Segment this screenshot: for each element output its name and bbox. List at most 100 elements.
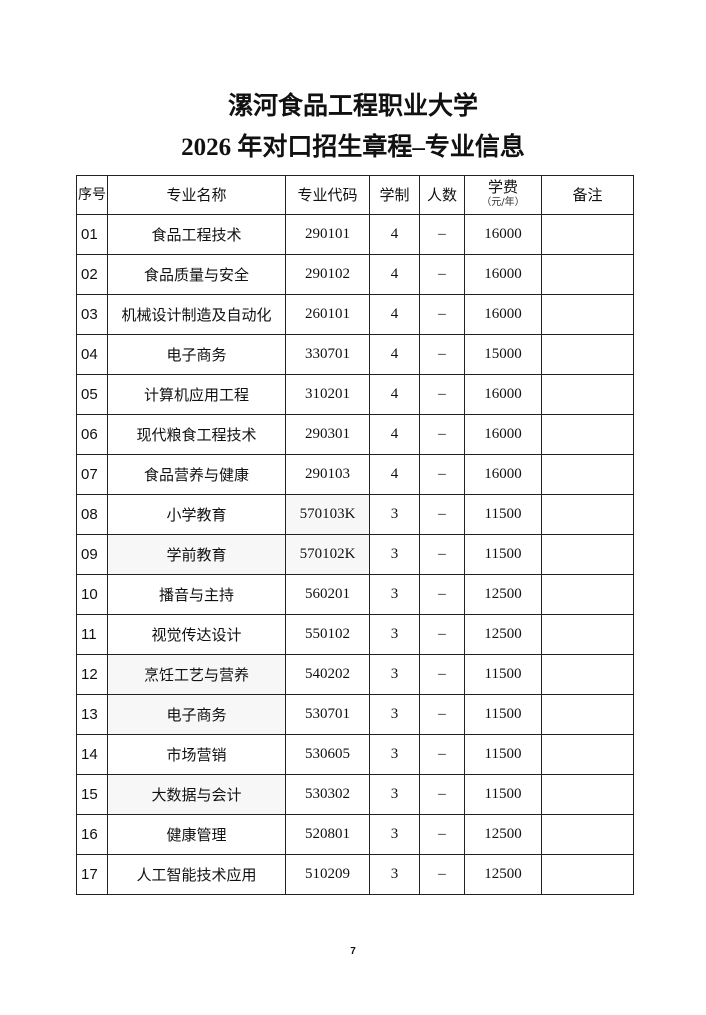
cell-note xyxy=(541,654,634,695)
cell-seq: 11 xyxy=(76,614,108,655)
cell-name: 食品营养与健康 xyxy=(107,454,286,495)
cell-note xyxy=(541,574,634,615)
document-title: 漯河食品工程职业大学 xyxy=(227,93,478,120)
cell-count: – xyxy=(419,494,465,535)
header-seq: 序号 xyxy=(76,175,108,215)
table-row: 03 机械设计制造及自动化 260101 4–16000 xyxy=(76,294,634,335)
cell-note xyxy=(541,734,634,775)
cell-count: – xyxy=(419,254,465,295)
cell-years: 3 xyxy=(369,534,420,575)
cell-seq: 06 xyxy=(76,414,108,455)
cell-years: 3 xyxy=(369,574,420,615)
cell-name: 播音与主持 xyxy=(107,574,286,615)
cell-count: – xyxy=(419,854,465,895)
cell-code: 310201 xyxy=(285,374,370,415)
cell-name: 烹饪工艺与营养 xyxy=(107,654,286,695)
cell-count: – xyxy=(419,574,465,615)
cell-fee: 11500 xyxy=(464,694,542,735)
cell-code: 290101 xyxy=(285,214,370,255)
header-fee-label: 学费 xyxy=(487,178,518,196)
cell-name: 学前教育 xyxy=(107,534,286,575)
cell-count: – xyxy=(419,814,465,855)
table-row: 13 电子商务 530701 3–11500 xyxy=(76,694,634,735)
header-years: 学制 xyxy=(369,175,420,215)
cell-note xyxy=(541,494,634,535)
cell-code: 560201 xyxy=(285,574,370,615)
header-fee-unit: （元/年） xyxy=(481,197,525,208)
cell-code: 330701 xyxy=(285,334,370,375)
cell-code: 550102 xyxy=(285,614,370,655)
cell-note xyxy=(541,814,634,855)
cell-seq: 08 xyxy=(76,494,108,535)
cell-note xyxy=(541,774,634,815)
cell-fee: 12500 xyxy=(464,574,542,615)
cell-note xyxy=(541,374,634,415)
cell-note xyxy=(541,254,634,295)
table-row: 15 大数据与会计 530302 3–11500 xyxy=(76,774,634,815)
cell-fee: 16000 xyxy=(464,414,542,455)
cell-note xyxy=(541,334,634,375)
cell-name: 健康管理 xyxy=(107,814,286,855)
cell-fee: 12500 xyxy=(464,814,542,855)
cell-name: 市场营销 xyxy=(107,734,286,775)
cell-seq: 13 xyxy=(76,694,108,735)
cell-fee: 12500 xyxy=(464,614,542,655)
cell-seq: 15 xyxy=(76,774,108,815)
header-name: 专业名称 xyxy=(107,175,286,215)
table-row: 04 电子商务 330701 4–15000 xyxy=(76,334,634,375)
header-fee: 学费 （元/年） xyxy=(464,175,542,215)
cell-note xyxy=(541,214,634,255)
cell-fee: 11500 xyxy=(464,774,542,815)
cell-code: 570103K xyxy=(285,494,370,535)
cell-years: 3 xyxy=(369,734,420,775)
cell-years: 4 xyxy=(369,214,420,255)
cell-count: – xyxy=(419,734,465,775)
table-row: 10 播音与主持 560201 3–12500 xyxy=(76,574,634,615)
cell-name: 电子商务 xyxy=(107,334,286,375)
cell-fee: 16000 xyxy=(464,214,542,255)
cell-years: 4 xyxy=(369,254,420,295)
cell-seq: 10 xyxy=(76,574,108,615)
cell-count: – xyxy=(419,414,465,455)
cell-count: – xyxy=(419,654,465,695)
page-number: 7 xyxy=(350,946,356,957)
cell-note xyxy=(541,294,634,335)
cell-fee: 16000 xyxy=(464,454,542,495)
table-row: 07 食品营养与健康 290103 4–16000 xyxy=(76,454,634,495)
cell-code: 530605 xyxy=(285,734,370,775)
cell-years: 4 xyxy=(369,294,420,335)
table-row: 01 食品工程技术 290101 4–16000 xyxy=(76,214,634,255)
cell-note xyxy=(541,534,634,575)
cell-years: 3 xyxy=(369,854,420,895)
cell-seq: 07 xyxy=(76,454,108,495)
cell-name: 计算机应用工程 xyxy=(107,374,286,415)
cell-code: 530302 xyxy=(285,774,370,815)
cell-name: 机械设计制造及自动化 xyxy=(107,294,286,335)
cell-name: 食品工程技术 xyxy=(107,214,286,255)
cell-code: 260101 xyxy=(285,294,370,335)
major-info-table: 序号 专业名称 专业代码 学制 人数 学费 （元/年） 备注 01 食品工程技术 29… xyxy=(76,175,634,895)
cell-name: 大数据与会计 xyxy=(107,774,286,815)
cell-name: 电子商务 xyxy=(107,694,286,735)
cell-fee: 16000 xyxy=(464,254,542,295)
document-subtitle: 2026 年对口招生章程–专业信息 xyxy=(181,134,525,161)
cell-count: – xyxy=(419,534,465,575)
cell-name: 视觉传达设计 xyxy=(107,614,286,655)
cell-years: 3 xyxy=(369,614,420,655)
cell-seq: 04 xyxy=(76,334,108,375)
cell-code: 290301 xyxy=(285,414,370,455)
table-header-row: 序号 专业名称 专业代码 学制 人数 学费 （元/年） 备注 xyxy=(76,175,634,215)
cell-years: 3 xyxy=(369,494,420,535)
cell-code: 540202 xyxy=(285,654,370,695)
cell-seq: 09 xyxy=(76,534,108,575)
cell-note xyxy=(541,854,634,895)
cell-name: 现代粮食工程技术 xyxy=(107,414,286,455)
cell-code: 530701 xyxy=(285,694,370,735)
table-row: 08 小学教育 570103K 3–11500 xyxy=(76,494,634,535)
table-row: 14 市场营销 530605 3–11500 xyxy=(76,734,634,775)
cell-note xyxy=(541,454,634,495)
cell-fee: 12500 xyxy=(464,854,542,895)
cell-fee: 16000 xyxy=(464,294,542,335)
cell-name: 食品质量与安全 xyxy=(107,254,286,295)
cell-seq: 03 xyxy=(76,294,108,335)
